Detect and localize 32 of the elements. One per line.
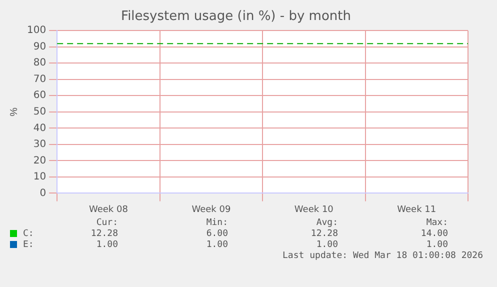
legend-label: E:: [22, 240, 34, 250]
y-tick-label: 0: [40, 188, 46, 199]
y-tick-label: 10: [33, 172, 46, 183]
text: Cur:: [96, 218, 118, 228]
text: 1.00: [426, 240, 448, 250]
text: Max:: [426, 218, 448, 228]
y-tick-label: 30: [33, 139, 46, 150]
y-tick-label: 40: [33, 122, 46, 134]
x-tick-label: Week 08: [88, 204, 128, 215]
text: Last update: Wed Mar 18 01:00:08 2026: [282, 251, 483, 261]
y-tick-label: 80: [33, 58, 46, 69]
y-axis-title: %: [8, 107, 20, 116]
chart-title: Filesystem usage (in %) - by month: [121, 9, 351, 24]
text: Avg:: [316, 218, 338, 228]
y-tick-label: 90: [33, 41, 46, 52]
text: 12.28: [90, 229, 118, 239]
y-tick-label: 100: [26, 25, 46, 36]
text: 6.00: [206, 229, 228, 239]
text: Min:: [206, 218, 228, 228]
text: 14.00: [420, 229, 448, 239]
y-tick-label: 50: [33, 106, 46, 118]
text: 1.00: [316, 240, 338, 250]
legend-label: C:: [22, 229, 34, 239]
y-tick-label: 20: [33, 155, 46, 166]
y-tick-label: 60: [33, 90, 46, 102]
x-tick-label: Week 10: [294, 204, 334, 215]
x-tick-label: Week 09: [192, 204, 231, 215]
text: 12.28: [310, 229, 338, 239]
text: 1.00: [96, 240, 118, 250]
x-tick-label: Week 11: [397, 204, 436, 215]
text: 1.00: [206, 240, 228, 250]
y-tick-label: 70: [33, 74, 46, 85]
